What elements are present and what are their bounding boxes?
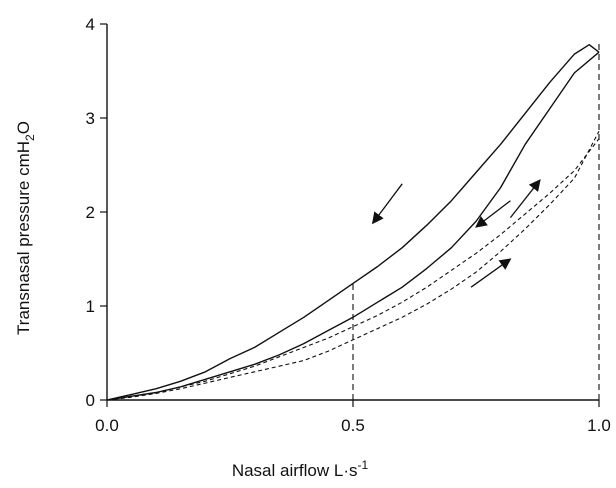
series-line-3 [107,139,599,400]
direction-arrow [471,259,510,287]
x-tick-label: 0.5 [341,416,365,435]
direction-arrow [510,180,540,218]
x-tick-label: 1.0 [587,416,611,435]
y-tick-label: 4 [86,15,95,34]
axes [107,24,599,400]
y-tick-label: 3 [86,109,95,128]
y-axis-title-tail: O [14,121,33,134]
direction-arrow [373,184,403,223]
ticks-group: 0.0 0.5 1.0 0 1 2 3 4 [86,15,611,435]
y-tick-label: 0 [86,391,95,410]
x-tick-label: 0.0 [95,416,119,435]
x-axis-title: Nasal airflow L·s-1 [232,458,369,480]
x-axis-title-exponent: -1 [357,458,368,472]
y-axis-title: Transnasal pressure cmH2O [14,121,37,335]
y-tick-label: 1 [86,297,95,316]
y-tick-label: 2 [86,203,95,222]
